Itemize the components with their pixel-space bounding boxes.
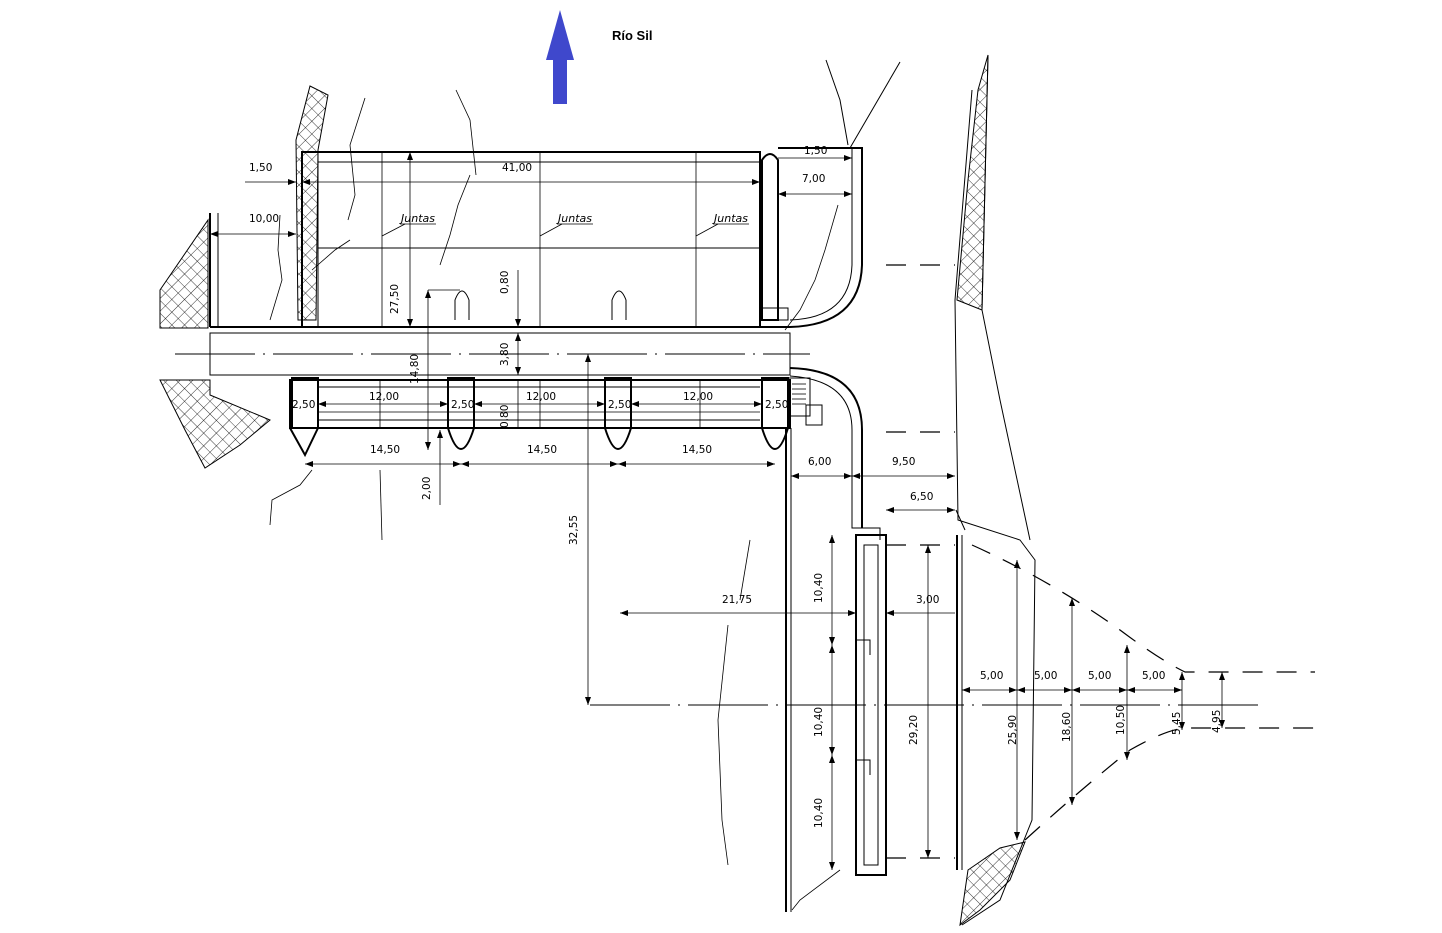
dim-27-50: 27,50	[389, 284, 401, 314]
dam-crest	[175, 332, 881, 540]
dim-7-00: 7,00	[802, 173, 825, 185]
dim-29-20: 29,20	[908, 715, 920, 745]
svg-text:Juntas: Juntas	[556, 212, 592, 225]
dim-2-50-c: 2,50	[608, 399, 631, 411]
dim-14-80: 14,80	[409, 354, 421, 384]
dim-12-00-a: 12,00	[369, 391, 399, 403]
dim-41-00: 41,00	[502, 162, 532, 174]
dim-14-50-b: 14,50	[527, 444, 557, 456]
dim-32-55: 32,55	[568, 515, 580, 545]
dim-5-00-d: 5,00	[1142, 670, 1165, 682]
dim-4-95: 4,95	[1211, 710, 1223, 733]
dim-9-50: 9,50	[892, 456, 915, 468]
dim-10-00: 10,00	[249, 213, 279, 225]
dim-21-75: 21,75	[722, 594, 752, 606]
svg-text:Juntas: Juntas	[712, 212, 748, 225]
rock-terrain	[159, 54, 1026, 927]
dim-1-50-left: 1,50	[249, 162, 272, 174]
dim-2-50-b: 2,50	[451, 399, 474, 411]
dim-3-80: 3,80	[499, 343, 511, 366]
dim-6-50: 6,50	[910, 491, 933, 503]
dim-10-50: 10,50	[1115, 705, 1127, 735]
dim-6-00: 6,00	[808, 456, 831, 468]
dim-10-40-a: 10,40	[813, 573, 825, 603]
dim-12-00-b: 12,00	[526, 391, 556, 403]
dim-2-50-d: 2,50	[765, 399, 788, 411]
joint-labels: Juntas Juntas Juntas	[381, 212, 749, 237]
dim-5-00-c: 5,00	[1088, 670, 1111, 682]
joint-label-2: Juntas	[539, 212, 593, 237]
dim-5-00-b: 5,00	[1034, 670, 1057, 682]
dimensions: 41,00 1,50 1,50 7,00 10,00 27,50 0,80 3,…	[210, 145, 1225, 870]
river-direction-arrow-icon	[546, 10, 574, 104]
dim-5-45: 5,45	[1171, 712, 1183, 735]
dim-1-50-right: 1,50	[804, 145, 827, 157]
dim-10-40-b: 10,40	[813, 707, 825, 737]
dim-0-80-a: 0,80	[499, 271, 511, 294]
spillway-bays	[289, 377, 823, 458]
river-name: Río Sil	[612, 28, 652, 43]
dim-14-50-c: 14,50	[682, 444, 712, 456]
dim-5-00-a: 5,00	[980, 670, 1003, 682]
side-channel	[590, 264, 1315, 912]
dim-12-00-c: 12,00	[683, 391, 713, 403]
dim-10-40-c: 10,40	[813, 798, 825, 828]
joint-label-1: Juntas	[381, 212, 436, 237]
dim-14-50-a: 14,50	[370, 444, 400, 456]
svg-text:Juntas: Juntas	[399, 212, 435, 225]
dim-2-50-a: 2,50	[292, 399, 315, 411]
dim-25-90: 25,90	[1007, 715, 1019, 745]
joint-label-3: Juntas	[695, 212, 749, 237]
dim-2-00: 2,00	[421, 477, 433, 500]
dim-0-80-b: 0,80	[499, 405, 511, 428]
dim-18-60: 18,60	[1061, 712, 1073, 742]
